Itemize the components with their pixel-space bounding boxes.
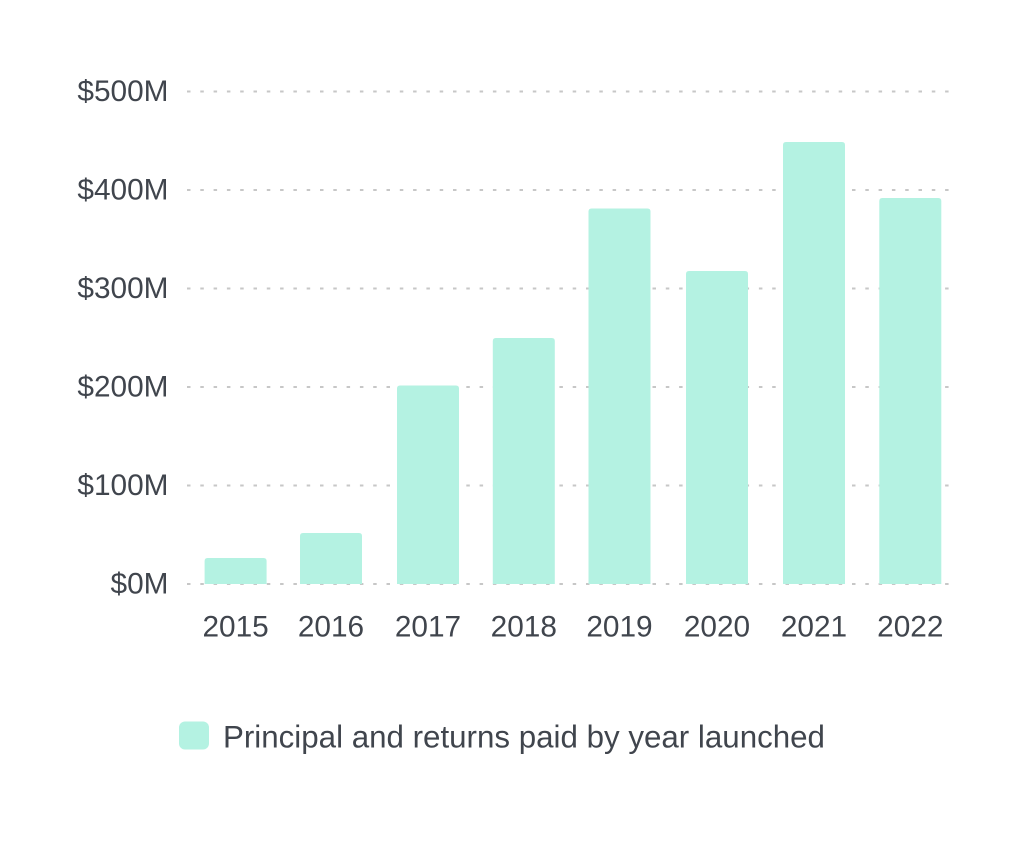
- svg-text:2016: 2016: [298, 611, 364, 644]
- svg-text:2017: 2017: [395, 611, 461, 644]
- svg-text:2021: 2021: [781, 611, 847, 644]
- svg-text:Principal and returns paid by: Principal and returns paid by year launc…: [223, 720, 825, 755]
- svg-text:$300M: $300M: [77, 272, 168, 305]
- svg-text:2019: 2019: [586, 611, 652, 644]
- svg-text:$500M: $500M: [77, 75, 168, 108]
- svg-text:2015: 2015: [202, 611, 268, 644]
- svg-text:2020: 2020: [684, 611, 750, 644]
- svg-text:$400M: $400M: [77, 174, 168, 207]
- svg-text:$200M: $200M: [77, 371, 168, 404]
- svg-text:2018: 2018: [491, 611, 557, 644]
- svg-text:2022: 2022: [877, 611, 943, 644]
- svg-text:$0M: $0M: [111, 568, 169, 601]
- svg-text:$100M: $100M: [77, 469, 168, 502]
